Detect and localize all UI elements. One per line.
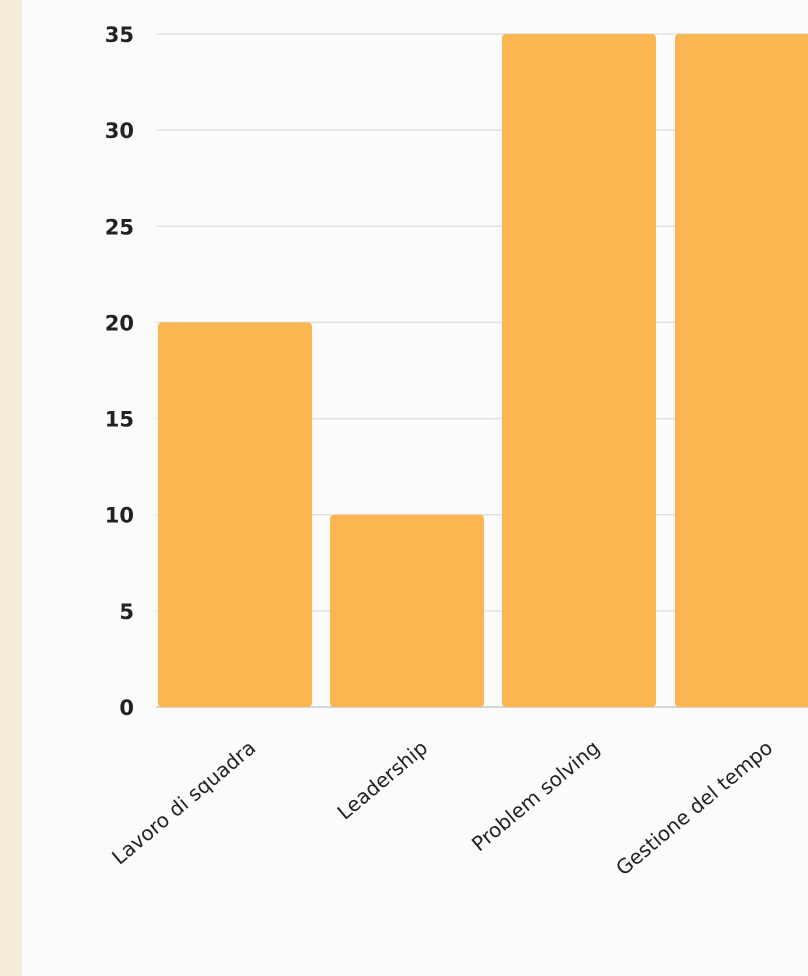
y-tick-label: 20: [105, 311, 134, 335]
bar-3: [502, 34, 656, 707]
x-category-label: Gestione del tempo: [611, 735, 777, 880]
bars: [158, 34, 808, 707]
y-tick-label: 35: [105, 23, 134, 47]
bar-2: [330, 514, 484, 707]
x-category-label: Leadership: [333, 735, 433, 824]
bar-1: [158, 322, 312, 707]
y-tick-label: 0: [119, 696, 134, 720]
x-category-label: Lavoro di squadra: [107, 735, 260, 869]
y-tick-label: 25: [105, 215, 134, 239]
y-tick-label: 5: [119, 600, 134, 624]
bar-4: [675, 34, 808, 707]
y-axis-tick-labels: 0 5 10 15 20 25 30 35: [105, 23, 134, 720]
y-tick-label: 15: [105, 408, 134, 432]
y-tick-label: 30: [105, 119, 134, 143]
y-tick-label: 10: [105, 504, 134, 528]
bar-chart: 0 5 10 15 20 25 30 35 Lavoro di squadra Leadersh…: [105, 23, 808, 880]
x-axis-category-labels: Lavoro di squadra Leadership Problem solvi…: [107, 735, 777, 880]
x-category-label: Problem solving: [467, 735, 604, 856]
chart-area: 0 5 10 15 20 25 30 35 Lavoro di squadra Leadersh…: [22, 0, 808, 976]
